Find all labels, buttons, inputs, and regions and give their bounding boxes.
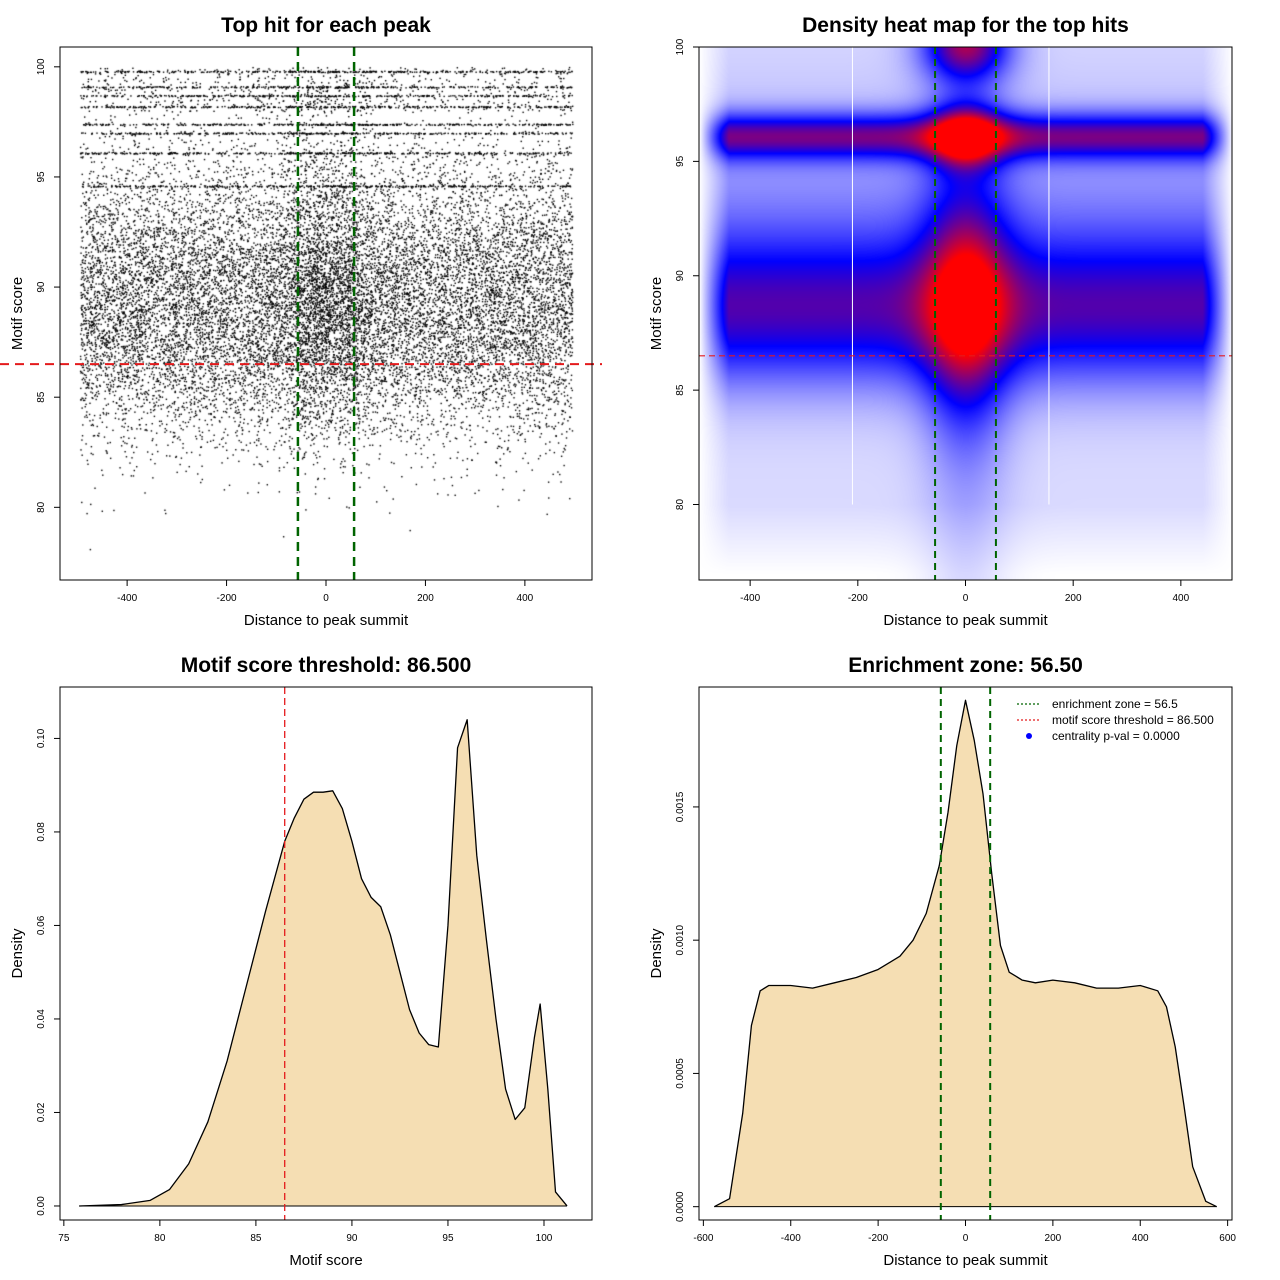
x-tick-label: 400 xyxy=(1173,593,1190,604)
position-density-panel: Enrichment zone: 56.50 Distance to peak s… xyxy=(648,654,1236,1269)
x-tick-label: -600 xyxy=(693,1233,713,1244)
x-axis-label: Motif score xyxy=(289,1252,362,1269)
scatter-points xyxy=(60,47,592,580)
y-tick-label: 85 xyxy=(675,384,686,396)
y-axis-ticks: 0.0000 0.0005 0.0010 0.0015 xyxy=(675,791,699,1222)
plot-border xyxy=(59,686,593,1221)
legend-label: enrichment zone = 56.5 xyxy=(1052,697,1178,711)
y-tick-label: 100 xyxy=(36,58,47,75)
chart-title: Top hit for each peak xyxy=(221,14,431,37)
y-tick-label: 0.0010 xyxy=(675,924,686,955)
score-density-panel: Motif score threshold: 86.500 Motif score… xyxy=(9,654,593,1269)
y-tick-label: 0.00 xyxy=(36,1196,47,1216)
x-tick-label: 200 xyxy=(417,593,434,604)
y-tick-label: 0.0015 xyxy=(675,791,686,822)
y-axis-label: Density xyxy=(9,928,26,979)
y-tick-label: 0.04 xyxy=(36,1009,47,1029)
density-area xyxy=(79,719,568,1206)
plot-border xyxy=(698,686,1233,1221)
density-curve xyxy=(79,719,568,1207)
legend-item: enrichment zone = 56.5 xyxy=(1017,697,1178,711)
chart-title: Density heat map for the top hits xyxy=(802,14,1129,37)
y-axis-ticks: 0.00 0.02 0.04 0.06 0.08 0.10 xyxy=(36,728,60,1216)
y-tick-label: 0.0000 xyxy=(675,1191,686,1222)
x-tick-label: 400 xyxy=(517,593,534,604)
y-tick-label: 90 xyxy=(36,281,47,293)
x-axis-ticks: -600 -400 -200 0 200 400 600 xyxy=(693,1220,1236,1244)
legend-item: centrality p-val = 0.0000 xyxy=(1026,729,1180,743)
legend: enrichment zone = 56.5 motif score thresh… xyxy=(1017,697,1214,743)
x-tick-label: -400 xyxy=(781,1233,801,1244)
x-axis-label: Distance to peak summit xyxy=(883,612,1048,629)
chart-title: Motif score threshold: 86.500 xyxy=(181,654,472,677)
y-tick-label: 0.0005 xyxy=(675,1058,686,1089)
y-tick-label: 0.02 xyxy=(36,1102,47,1122)
x-axis-ticks: -400 -200 0 200 400 xyxy=(740,580,1190,604)
density-curve xyxy=(713,699,1217,1208)
legend-label: centrality p-val = 0.0000 xyxy=(1052,729,1180,743)
y-tick-label: 80 xyxy=(675,499,686,511)
x-tick-label: -200 xyxy=(848,593,868,604)
x-tick-label: 400 xyxy=(1132,1233,1149,1244)
x-tick-label: 200 xyxy=(1065,593,1082,604)
y-tick-label: 0.10 xyxy=(36,728,47,748)
y-tick-label: 95 xyxy=(36,171,47,183)
x-tick-label: 80 xyxy=(154,1233,166,1244)
x-tick-label: 90 xyxy=(346,1233,358,1244)
scatter-panel: Top hit for each peak Distance to peak su… xyxy=(0,14,602,629)
y-tick-label: 85 xyxy=(36,391,47,403)
x-tick-label: 85 xyxy=(250,1233,262,1244)
x-tick-label: 200 xyxy=(1045,1233,1062,1244)
heatmap-panel: Density heat map for the top hits Distanc… xyxy=(648,14,1233,629)
plot-border xyxy=(698,46,1233,581)
y-tick-label: 80 xyxy=(36,501,47,513)
x-axis-label: Distance to peak summit xyxy=(883,1252,1048,1269)
heatmap-image xyxy=(699,47,1232,580)
x-tick-label: -200 xyxy=(217,593,237,604)
x-axis-ticks: -400 -200 0 200 400 xyxy=(117,580,534,604)
legend-label: motif score threshold = 86.500 xyxy=(1052,713,1214,727)
x-tick-label: 95 xyxy=(442,1233,454,1244)
x-axis-ticks: 75 80 85 90 95 100 xyxy=(58,1220,553,1244)
x-tick-label: 0 xyxy=(963,1233,969,1244)
x-tick-label: -400 xyxy=(740,593,760,604)
density-area xyxy=(714,700,1217,1207)
legend-marker xyxy=(1026,733,1032,739)
x-tick-label: -200 xyxy=(868,1233,888,1244)
x-tick-label: 0 xyxy=(963,593,969,604)
y-tick-label: 90 xyxy=(675,270,686,282)
y-axis-label: Motif score xyxy=(9,277,26,350)
chart-title: Enrichment zone: 56.50 xyxy=(848,654,1083,677)
x-axis-label: Distance to peak summit xyxy=(244,612,409,629)
y-tick-label: 95 xyxy=(675,155,686,167)
x-tick-label: -400 xyxy=(117,593,137,604)
x-tick-label: 100 xyxy=(536,1233,553,1244)
y-tick-label: 100 xyxy=(675,38,686,55)
x-tick-label: 75 xyxy=(58,1233,70,1244)
y-axis-ticks: 80 85 90 95 100 xyxy=(675,38,699,510)
x-tick-label: 600 xyxy=(1219,1233,1236,1244)
y-tick-label: 0.06 xyxy=(36,915,47,935)
y-axis-label: Motif score xyxy=(648,277,665,350)
legend-item: motif score threshold = 86.500 xyxy=(1017,713,1214,727)
y-axis-label: Density xyxy=(648,928,665,979)
y-axis-ticks: 80 85 90 95 100 xyxy=(36,58,60,513)
x-tick-label: 0 xyxy=(323,593,329,604)
y-tick-label: 0.08 xyxy=(36,822,47,842)
plot-border xyxy=(59,46,593,581)
